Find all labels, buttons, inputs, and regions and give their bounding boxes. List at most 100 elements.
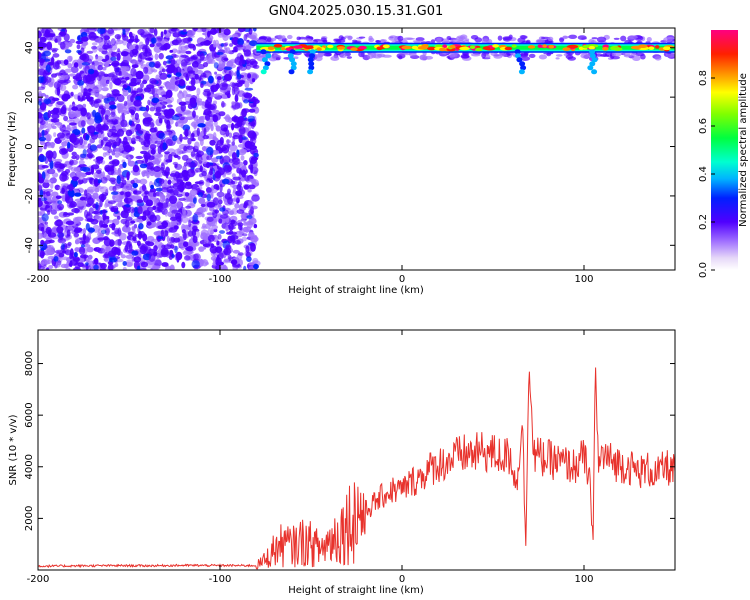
heatmap-cell	[58, 231, 64, 241]
heatmap-cell	[589, 49, 596, 55]
heatmap-cell	[179, 116, 185, 121]
heatmap-cell	[308, 61, 315, 67]
heatmap-cell	[219, 82, 228, 91]
heatmap-cell	[243, 221, 247, 226]
heatmap-cell	[109, 241, 114, 247]
heatmap-cell	[85, 258, 90, 263]
heatmap-cell	[81, 127, 86, 134]
heatmap-cell	[195, 43, 204, 47]
heatmap-cell	[181, 90, 188, 99]
heatmap-cell	[610, 46, 616, 50]
colorbar-ticks: 0.0 0.2 0.4 0.6 0.8	[698, 70, 715, 278]
heatmap-cell	[82, 166, 91, 173]
heatmap-cell	[188, 226, 192, 231]
heatmap-cell	[39, 250, 45, 259]
heatmap-cell	[38, 232, 44, 240]
heatmap-cell	[222, 155, 231, 165]
heatmap-cell	[241, 169, 246, 178]
heatmap-cell	[141, 215, 147, 221]
heatmap-cell	[181, 261, 186, 269]
heatmap-cell	[149, 28, 155, 34]
heatmap-cell	[165, 138, 173, 147]
heatmap-cell	[187, 65, 193, 74]
heatmap-cell	[191, 260, 200, 269]
heatmap-cell	[192, 235, 198, 244]
heatmap-cell	[182, 124, 191, 132]
heatmap-cell	[69, 133, 77, 143]
heatmap-cell	[104, 114, 109, 121]
heatmap-cell	[242, 226, 249, 232]
heatmap-cell	[51, 118, 58, 123]
heatmap-cell	[170, 57, 176, 67]
heatmap-cell	[62, 213, 71, 218]
heatmap-cell	[309, 53, 315, 59]
heatmap-cell	[516, 57, 523, 63]
y-tick-label: -20	[24, 188, 35, 204]
heatmap-cell	[178, 90, 183, 94]
heatmap-cell	[375, 40, 381, 44]
heatmap-cell	[293, 45, 303, 49]
heatmap-cell	[116, 52, 121, 61]
heatmap-cell	[83, 91, 92, 97]
heatmap-cell	[100, 176, 108, 184]
heatmap-cell	[159, 178, 165, 184]
heatmap-cell	[212, 39, 216, 48]
heatmap-cell	[207, 234, 215, 242]
heatmap-cell	[192, 225, 198, 232]
heatmap-cell	[205, 162, 211, 169]
heatmap-cell	[171, 48, 178, 54]
heatmap-cell	[195, 152, 200, 161]
heatmap-cell	[142, 117, 151, 125]
heatmap-cell	[125, 259, 134, 268]
heatmap-cell	[211, 185, 215, 191]
heatmap-cell	[54, 38, 58, 43]
heatmap-cell	[158, 52, 164, 60]
heatmap-cell	[57, 200, 63, 205]
heatmap-cell	[183, 241, 189, 248]
x-tick-label: 0	[399, 274, 405, 285]
heatmap-cell	[62, 104, 67, 112]
heatmap-cell	[95, 202, 99, 210]
heatmap-cell	[132, 164, 140, 173]
heatmap-cell	[72, 217, 79, 224]
heatmap-cell	[51, 125, 57, 129]
heatmap-cell	[102, 66, 107, 71]
heatmap-cell	[47, 197, 52, 203]
heatmap-cell	[221, 178, 230, 185]
heatmap-cell	[97, 228, 102, 234]
heatmap-cell	[51, 113, 60, 119]
heatmap-cell	[209, 168, 213, 176]
heatmap-cell	[54, 137, 62, 144]
heatmap-cell	[307, 69, 314, 75]
heatmap-cell	[76, 49, 82, 54]
heatmap-cell	[113, 28, 122, 31]
heatmap-cell	[555, 54, 563, 57]
heatmap-cell	[146, 221, 152, 226]
heatmap-cell	[242, 233, 248, 237]
heatmap-cell	[169, 49, 174, 53]
heatmap-cell	[164, 209, 169, 217]
heatmap-cell	[38, 155, 47, 163]
heatmap-cell	[91, 45, 98, 50]
heatmap-cell	[126, 110, 130, 115]
heatmap-cell	[45, 191, 51, 197]
heatmap-cell	[138, 223, 144, 230]
heatmap-cell	[38, 136, 47, 142]
heatmap-cell	[38, 211, 43, 217]
heatmap-cell	[130, 220, 136, 224]
heatmap-cell	[44, 179, 53, 183]
heatmap-cell	[214, 112, 221, 121]
heatmap-cell	[189, 97, 197, 105]
heatmap-cell	[42, 191, 46, 195]
heatmap-cell	[140, 150, 148, 155]
heatmap-cell	[85, 95, 91, 100]
heatmap-cell	[620, 35, 627, 42]
heatmap-cell	[69, 159, 74, 165]
heatmap-cell	[253, 28, 257, 32]
heatmap-cell	[231, 173, 236, 178]
heatmap-cell	[97, 94, 104, 100]
heatmap-cell	[168, 195, 178, 205]
heatmap-cell	[39, 197, 48, 202]
y-tick-label: 40	[24, 41, 35, 54]
heatmap-cell	[88, 254, 93, 260]
